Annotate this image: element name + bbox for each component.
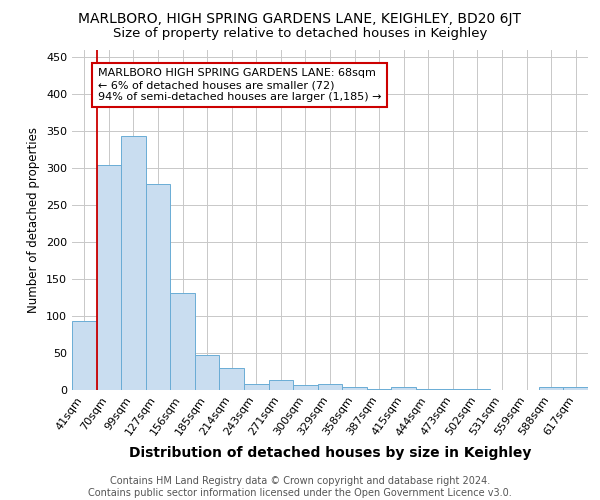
Bar [293, 385, 318, 390]
Bar [563, 387, 588, 390]
Bar [220, 368, 244, 390]
Bar [465, 388, 490, 390]
Bar [170, 293, 195, 390]
Bar [440, 388, 465, 390]
Y-axis label: Number of detached properties: Number of detached properties [28, 127, 40, 313]
Text: Size of property relative to detached houses in Keighley: Size of property relative to detached ho… [113, 28, 487, 40]
Bar [244, 384, 269, 390]
Bar [195, 356, 220, 390]
Bar [367, 388, 391, 390]
Text: MARLBORO, HIGH SPRING GARDENS LANE, KEIGHLEY, BD20 6JT: MARLBORO, HIGH SPRING GARDENS LANE, KEIG… [79, 12, 521, 26]
Bar [97, 164, 121, 390]
Text: Contains HM Land Registry data © Crown copyright and database right 2024.
Contai: Contains HM Land Registry data © Crown c… [88, 476, 512, 498]
Bar [121, 136, 146, 390]
Bar [269, 380, 293, 390]
Bar [318, 384, 342, 390]
Bar [539, 387, 563, 390]
X-axis label: Distribution of detached houses by size in Keighley: Distribution of detached houses by size … [129, 446, 531, 460]
Bar [391, 387, 416, 390]
Text: MARLBORO HIGH SPRING GARDENS LANE: 68sqm
← 6% of detached houses are smaller (72: MARLBORO HIGH SPRING GARDENS LANE: 68sqm… [98, 68, 382, 102]
Bar [416, 388, 440, 390]
Bar [146, 184, 170, 390]
Bar [72, 322, 97, 390]
Bar [342, 387, 367, 390]
